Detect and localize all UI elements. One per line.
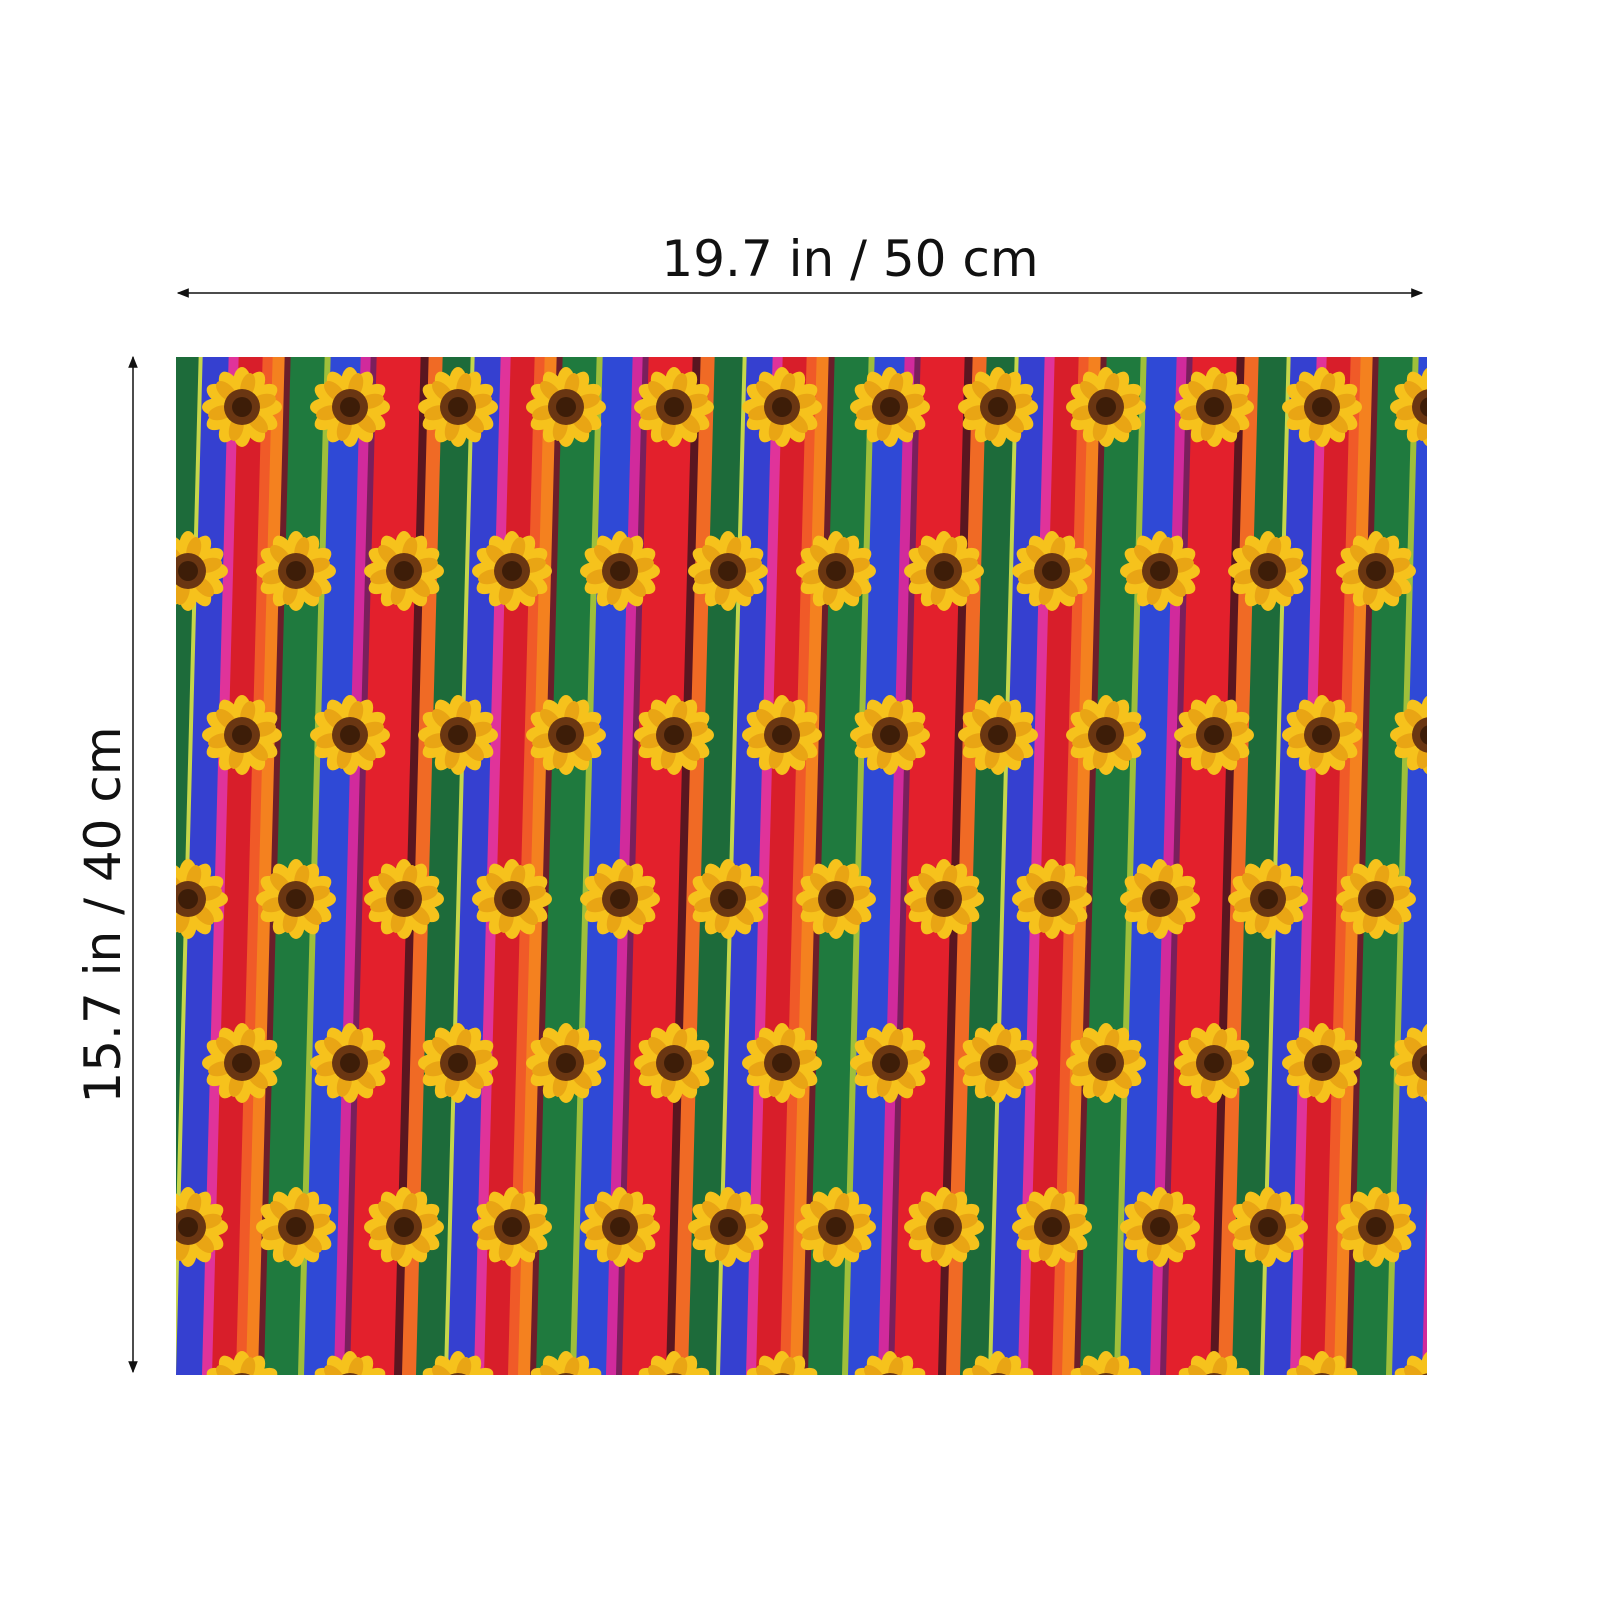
fabric xyxy=(176,357,1427,1375)
sunflower-print xyxy=(176,357,1427,1375)
width-label: 19.7 in / 50 cm xyxy=(661,230,1038,288)
height-label: 15.7 in / 40 cm xyxy=(74,726,132,1103)
